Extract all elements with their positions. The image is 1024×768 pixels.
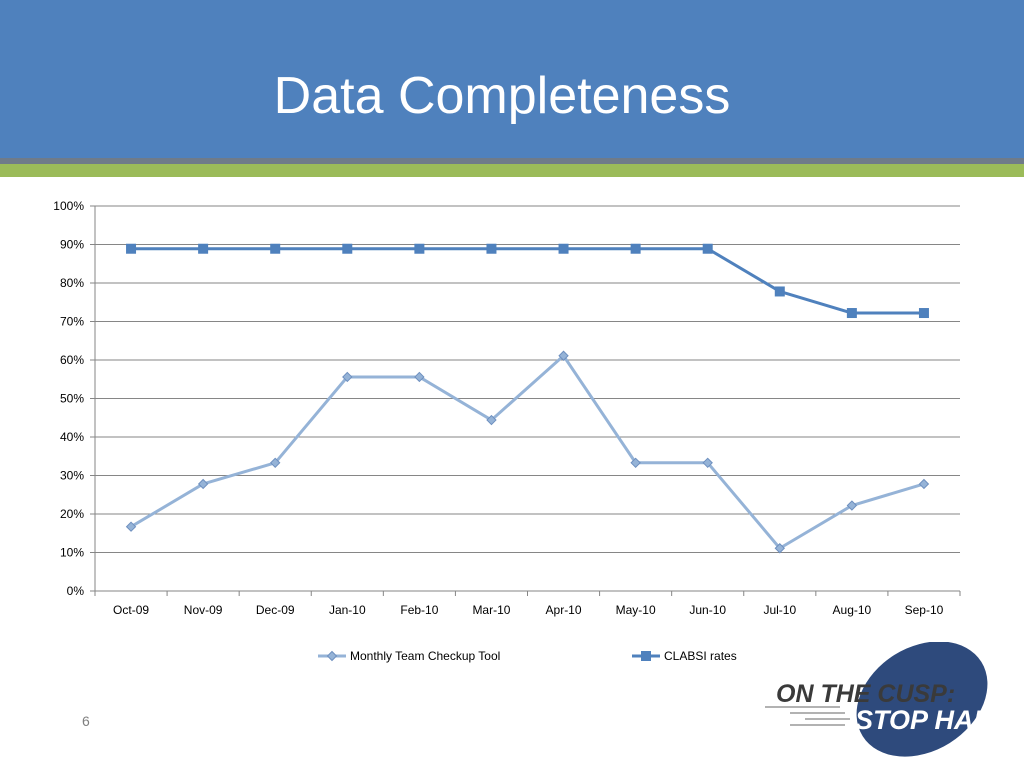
header-divider-green xyxy=(0,164,1024,177)
x-tick-label: Dec-09 xyxy=(256,603,295,617)
data-point xyxy=(414,371,425,383)
data-point xyxy=(197,478,209,490)
logo-ellipse xyxy=(856,642,988,757)
data-point xyxy=(918,478,930,490)
data-point xyxy=(270,243,281,254)
series-line xyxy=(131,247,924,315)
legend: Monthly Team Checkup Tool CLABSI rates xyxy=(318,649,737,663)
data-point xyxy=(918,308,929,319)
y-tick-label: 40% xyxy=(60,430,84,444)
y-tick-label: 80% xyxy=(60,276,84,290)
y-tick-label: 60% xyxy=(60,353,84,367)
data-point xyxy=(270,457,281,469)
x-tick-label: Aug-10 xyxy=(833,603,872,617)
y-tick-label: 30% xyxy=(60,469,84,483)
data-point xyxy=(846,308,857,319)
axes: 0% 10% 20% 30% 40% 50% 60% 70% 80% 90% 100% Oct-09 N… xyxy=(53,199,961,617)
data-point xyxy=(774,286,785,297)
data-point xyxy=(126,243,137,254)
data-point xyxy=(342,243,353,254)
page-number: 6 xyxy=(82,713,90,729)
data-point xyxy=(342,371,353,383)
data-point xyxy=(630,243,641,254)
title-banner: Data Completeness xyxy=(0,0,1024,158)
data-point xyxy=(558,350,569,361)
data-point xyxy=(486,414,497,426)
x-tick-label: Nov-09 xyxy=(184,603,223,617)
data-point xyxy=(846,500,858,511)
logo-text-line1: ON THE CUSP: xyxy=(776,680,955,708)
x-tick-label: Oct-09 xyxy=(113,603,149,617)
legend-label: Monthly Team Checkup Tool xyxy=(350,649,500,663)
x-tick-label: Jun-10 xyxy=(689,603,726,617)
x-tick-label: May-10 xyxy=(616,603,656,617)
x-tick-label: Feb-10 xyxy=(400,603,438,617)
legend-item: CLABSI rates xyxy=(632,649,737,663)
series xyxy=(125,243,930,554)
series-square xyxy=(126,243,929,319)
series-line xyxy=(130,354,925,550)
x-tick-label: Jul-10 xyxy=(763,603,796,617)
logo-text-line2: STOP HAI xyxy=(855,705,982,735)
legend-item: Monthly Team Checkup Tool xyxy=(318,649,500,663)
header-divider-gray xyxy=(0,158,1024,164)
legend-swatch-marker xyxy=(641,651,651,661)
data-point xyxy=(702,457,713,469)
y-tick-label: 20% xyxy=(60,507,84,521)
y-tick-label: 100% xyxy=(53,199,84,213)
data-point xyxy=(198,243,209,254)
y-tick-label: 90% xyxy=(60,238,84,252)
data-point xyxy=(630,457,641,469)
y-tick-label: 70% xyxy=(60,315,84,329)
data-point xyxy=(125,521,137,532)
data-point xyxy=(486,243,497,254)
on-the-cusp-logo: ON THE CUSP: STOP HAI xyxy=(765,642,988,757)
series-diamond xyxy=(125,350,930,554)
x-tick-label: Apr-10 xyxy=(546,603,582,617)
y-tick-label: 10% xyxy=(60,546,84,560)
x-tick-label: Mar-10 xyxy=(472,603,510,617)
legend-label: CLABSI rates xyxy=(664,649,737,663)
y-tick-label: 0% xyxy=(67,584,85,598)
slide-title: Data Completeness xyxy=(273,67,731,125)
data-point xyxy=(774,543,785,554)
legend-swatch-marker xyxy=(326,650,338,662)
x-tick-label: Jan-10 xyxy=(329,603,366,617)
y-tick-label: 50% xyxy=(60,392,84,406)
data-point xyxy=(414,243,425,254)
x-tick-label: Sep-10 xyxy=(905,603,944,617)
data-point xyxy=(702,243,713,254)
data-point xyxy=(558,243,569,254)
line-chart: 0% 10% 20% 30% 40% 50% 60% 70% 80% 90% 100% Oct-09 N… xyxy=(53,199,961,663)
gridlines xyxy=(95,205,960,553)
